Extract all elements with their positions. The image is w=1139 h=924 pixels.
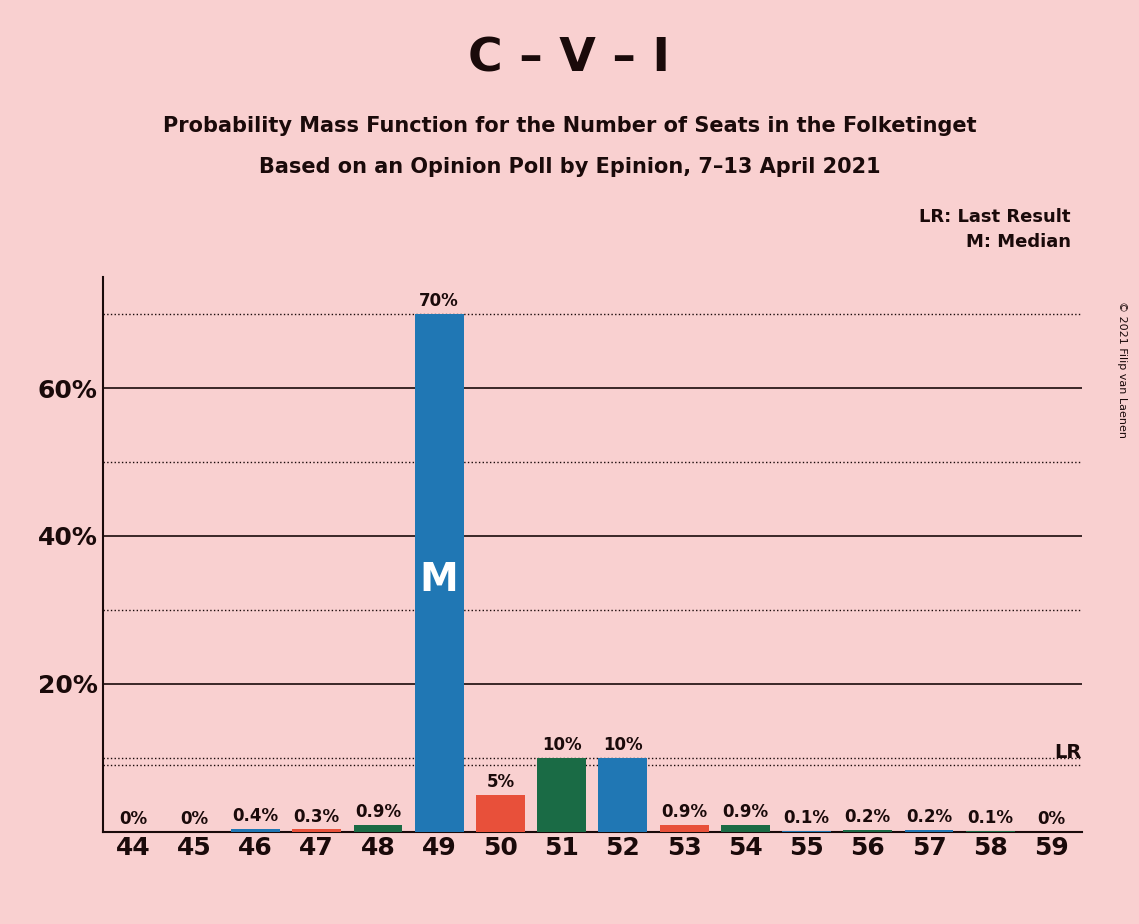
Text: 70%: 70% <box>419 293 459 310</box>
Text: 10%: 10% <box>542 736 582 754</box>
Text: LR: Last Result: LR: Last Result <box>919 208 1071 225</box>
Bar <box>904 830 953 832</box>
Text: 5%: 5% <box>486 773 515 791</box>
Text: 0.2%: 0.2% <box>845 808 891 826</box>
Text: 0.9%: 0.9% <box>661 803 707 821</box>
Bar <box>538 758 587 832</box>
Bar <box>293 830 342 832</box>
Bar <box>415 314 464 832</box>
Text: M: Median: M: Median <box>966 233 1071 250</box>
Text: Probability Mass Function for the Number of Seats in the Folketinget: Probability Mass Function for the Number… <box>163 116 976 136</box>
Text: 0.2%: 0.2% <box>906 808 952 826</box>
Text: 0%: 0% <box>1038 810 1065 828</box>
Bar <box>721 825 770 832</box>
Bar <box>476 795 525 832</box>
Text: © 2021 Filip van Laenen: © 2021 Filip van Laenen <box>1117 301 1126 438</box>
Text: 0.1%: 0.1% <box>967 809 1014 827</box>
Text: 0%: 0% <box>180 810 208 828</box>
Text: 0.3%: 0.3% <box>294 808 339 826</box>
Bar <box>598 758 647 832</box>
Bar <box>231 829 280 832</box>
Text: 0.9%: 0.9% <box>722 803 769 821</box>
Text: C – V – I: C – V – I <box>468 37 671 82</box>
Text: 0.1%: 0.1% <box>784 809 829 827</box>
Text: 10%: 10% <box>603 736 642 754</box>
Text: 0.9%: 0.9% <box>355 803 401 821</box>
Text: LR: LR <box>1055 743 1082 762</box>
Bar <box>843 830 892 832</box>
Bar <box>659 825 708 832</box>
Text: 0.4%: 0.4% <box>232 807 279 825</box>
Text: M: M <box>420 561 459 600</box>
Text: Based on an Opinion Poll by Epinion, 7–13 April 2021: Based on an Opinion Poll by Epinion, 7–1… <box>259 157 880 177</box>
Text: 0%: 0% <box>120 810 147 828</box>
Bar <box>353 825 402 832</box>
